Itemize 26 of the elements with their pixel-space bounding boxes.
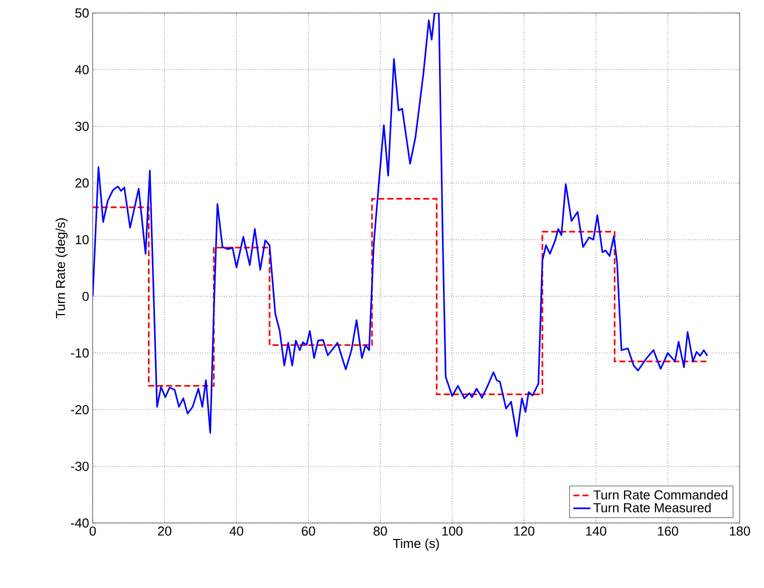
y-tick-label: -40 xyxy=(71,518,89,528)
y-tick-label: 30 xyxy=(75,122,89,131)
line-series xyxy=(92,12,708,438)
x-tick-label: 20 xyxy=(158,526,172,536)
x-tick-label: 80 xyxy=(374,526,387,536)
y-tick-label: 20 xyxy=(75,178,89,188)
line-series xyxy=(92,198,708,396)
y-axis-title: Turn Rate (deg/s) xyxy=(56,218,68,318)
y-tick-label: -30 xyxy=(71,462,89,471)
x-tick-label: 180 xyxy=(730,526,750,536)
legend-label: Turn Rate Measured xyxy=(594,502,711,512)
y-tick-label: -20 xyxy=(71,405,89,414)
y-tick-label: 40 xyxy=(75,65,89,74)
x-tick-label: 140 xyxy=(586,526,606,536)
x-tick-label: 160 xyxy=(658,526,678,536)
y-tick-label: 10 xyxy=(76,235,89,244)
x-axis-title: Time (s) xyxy=(393,538,439,551)
x-tick-label: 100 xyxy=(442,526,462,536)
x-tick-label: 60 xyxy=(302,526,316,536)
y-tick-label: 50 xyxy=(75,8,89,18)
x-tick-label: 0 xyxy=(90,526,96,536)
y-tick-label: -10 xyxy=(71,348,89,358)
x-tick-label: 40 xyxy=(230,526,244,536)
y-tick-label: 0 xyxy=(82,292,89,301)
legend-label: Turn Rate Commanded xyxy=(594,490,728,500)
x-tick-label: 120 xyxy=(514,526,534,536)
